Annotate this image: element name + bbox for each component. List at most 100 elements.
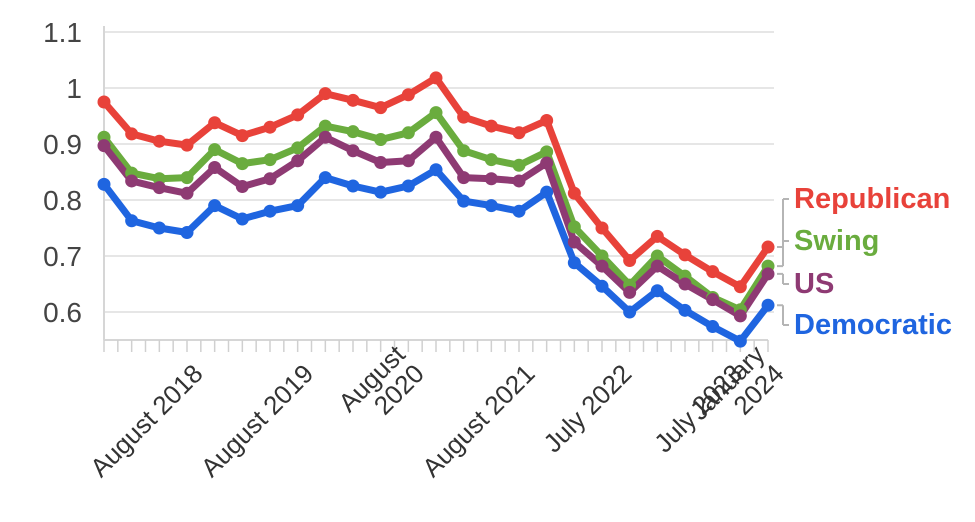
data-point-swing: [152, 172, 166, 186]
data-point-democratic: [125, 214, 139, 228]
data-point-swing: [263, 153, 277, 167]
data-point-swing: [180, 171, 194, 185]
x-tick-label-line: July 2022: [537, 358, 637, 458]
data-point-us: [650, 259, 664, 273]
x-tick-label: July 2022: [537, 358, 637, 458]
data-point-democratic: [484, 199, 498, 213]
x-tick-label-line: August 2019: [195, 358, 319, 482]
y-tick-label: 1.1: [43, 17, 82, 48]
y-tick-label: 0.6: [43, 297, 82, 328]
data-point-republican: [97, 95, 111, 109]
data-point-us: [512, 174, 526, 188]
data-point-democratic: [706, 320, 720, 334]
data-point-republican: [208, 116, 222, 130]
data-point-democratic: [678, 303, 692, 317]
data-point-us: [623, 285, 637, 299]
data-point-us: [567, 235, 581, 249]
data-point-swing: [291, 141, 305, 155]
y-tick-label: 0.8: [43, 185, 82, 216]
y-tick-label: 0.9: [43, 129, 82, 160]
series-points: [97, 71, 775, 348]
data-point-democratic: [97, 177, 111, 191]
data-point-republican: [457, 110, 471, 124]
data-point-us: [429, 130, 443, 144]
data-point-swing: [595, 249, 609, 263]
data-point-democratic: [733, 334, 747, 348]
data-point-us: [595, 259, 609, 273]
y-axis-ticks: 1.1 1 0.9 0.8 0.7 0.6: [43, 17, 82, 328]
data-point-democratic: [152, 221, 166, 235]
data-point-democratic: [540, 185, 554, 199]
data-point-us: [208, 161, 222, 175]
data-point-republican: [540, 113, 554, 127]
label-bracket-swing: [777, 240, 789, 268]
data-point-republican: [595, 221, 609, 235]
data-point-us: [291, 154, 305, 168]
data-point-swing: [484, 153, 498, 167]
label-bracket-democratic: [777, 304, 789, 326]
data-point-swing: [429, 106, 443, 120]
data-point-democratic: [208, 199, 222, 213]
data-point-republican: [484, 119, 498, 133]
y-tick-label: 0.7: [43, 241, 82, 272]
data-point-us: [152, 181, 166, 195]
y-tick-label: 1: [66, 73, 82, 104]
data-point-democratic: [761, 298, 775, 312]
data-point-republican: [235, 129, 249, 143]
data-point-us: [457, 171, 471, 185]
data-point-democratic: [346, 179, 360, 193]
data-point-us: [706, 293, 720, 307]
label-bracket-us: [777, 272, 789, 285]
series-label-us: US: [794, 268, 834, 300]
data-point-democratic: [374, 185, 388, 199]
data-point-democratic: [595, 279, 609, 293]
data-point-swing: [512, 158, 526, 172]
data-point-republican: [623, 253, 637, 267]
x-tick-label-line: August 2018: [84, 358, 208, 482]
data-point-swing: [208, 143, 222, 157]
data-point-us: [761, 267, 775, 281]
x-tick-label: January2024: [684, 339, 790, 445]
series-label-swing: Swing: [794, 225, 879, 257]
x-tick-label: August 2021: [416, 358, 540, 482]
data-point-republican: [318, 87, 332, 101]
label-brackets: [777, 198, 789, 326]
data-point-us: [346, 144, 360, 158]
data-point-republican: [706, 265, 720, 279]
data-point-us: [374, 155, 388, 169]
x-tick-label: August 2019: [195, 358, 319, 482]
data-point-us: [484, 172, 498, 186]
series-label-republican: Republican: [794, 183, 950, 215]
data-point-democratic: [401, 179, 415, 193]
data-point-republican: [761, 240, 775, 254]
data-point-democratic: [567, 256, 581, 270]
data-point-democratic: [457, 194, 471, 208]
data-point-us: [318, 130, 332, 144]
data-point-swing: [567, 220, 581, 234]
data-point-us: [678, 277, 692, 291]
data-point-republican: [401, 88, 415, 102]
data-point-swing: [401, 126, 415, 140]
data-point-republican: [512, 126, 526, 140]
data-point-democratic: [263, 204, 277, 218]
data-point-us: [97, 139, 111, 153]
x-tick-label: August2020: [332, 339, 430, 437]
data-point-swing: [346, 125, 360, 139]
data-point-democratic: [318, 171, 332, 185]
data-point-republican: [678, 248, 692, 262]
data-point-democratic: [650, 284, 664, 298]
data-point-swing: [540, 145, 554, 159]
data-point-republican: [374, 101, 388, 115]
data-point-us: [401, 154, 415, 168]
data-point-republican: [125, 127, 139, 141]
data-point-democratic: [429, 163, 443, 177]
label-bracket-republican: [777, 198, 789, 249]
data-point-swing: [374, 133, 388, 147]
data-point-republican: [346, 93, 360, 107]
data-point-republican: [263, 120, 277, 134]
data-point-democratic: [512, 204, 526, 218]
data-point-swing: [650, 249, 664, 263]
data-point-republican: [180, 138, 194, 152]
